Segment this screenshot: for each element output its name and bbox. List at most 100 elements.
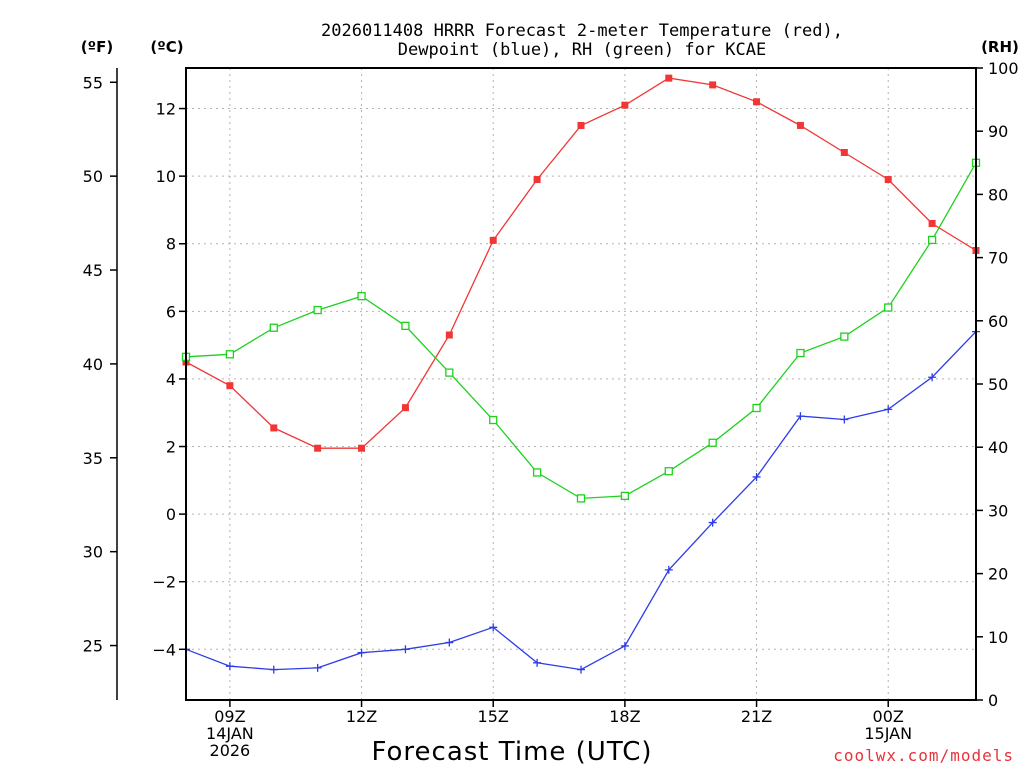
temperature-line xyxy=(185,77,977,449)
x-axis-title: Forecast Time (UTC) xyxy=(371,737,652,767)
rh-tick-label: 20 xyxy=(988,565,1008,584)
dewpoint-point xyxy=(313,663,322,672)
rh-tick-label: 50 xyxy=(988,375,1008,394)
rh-point xyxy=(664,467,673,476)
celsius-tick-label: 12 xyxy=(156,100,176,119)
rh-unit-label: (RH) xyxy=(981,38,1019,56)
celsius-tick-label: 0 xyxy=(166,505,176,524)
x-tick-label: 14JAN xyxy=(206,724,254,743)
rh-point xyxy=(532,468,542,477)
dewpoint-point xyxy=(533,658,542,667)
x-tick-label: 21Z xyxy=(741,707,772,726)
dewpoint-point xyxy=(664,565,673,574)
temperature-point xyxy=(577,121,585,129)
rh-tick-label: 0 xyxy=(988,691,998,710)
dewpoint-point xyxy=(884,405,893,414)
rh-tick-label: 30 xyxy=(988,501,1008,520)
x-tick-label: 12Z xyxy=(346,707,377,726)
rh-point xyxy=(313,305,322,315)
temperature-point xyxy=(358,444,366,452)
temperature-point xyxy=(401,404,409,412)
rh-tick-label: 60 xyxy=(988,312,1008,331)
temperature-point xyxy=(840,148,848,156)
fahrenheit-unit-label: (ºF) xyxy=(81,38,113,56)
x-tick-label: 09Z xyxy=(214,707,245,726)
rh-point xyxy=(269,323,278,332)
rh-point xyxy=(884,303,893,312)
chart-title-line1: 2026011408 HRRR Forecast 2-meter Tempera… xyxy=(321,21,843,41)
rh-point xyxy=(620,491,630,501)
fahrenheit-tick-label: 30 xyxy=(83,543,103,562)
dewpoint-point xyxy=(752,472,761,481)
dewpoint-point xyxy=(796,412,805,421)
x-tick-label: 00Z xyxy=(873,707,904,726)
rh-point xyxy=(445,368,454,377)
celsius-unit-label: (ºC) xyxy=(150,38,183,56)
rh-point xyxy=(401,321,410,331)
celsius-tick-label: 2 xyxy=(166,438,176,457)
celsius-tick-label: 8 xyxy=(166,235,176,254)
rh-point xyxy=(576,494,586,503)
rh-point xyxy=(708,438,717,447)
temperature-point xyxy=(533,176,541,184)
temperature-point xyxy=(314,444,322,452)
rh-tick-label: 90 xyxy=(988,122,1008,141)
rh-tick-label: 70 xyxy=(988,249,1008,268)
temperature-point xyxy=(928,219,936,227)
fahrenheit-tick-label: 35 xyxy=(83,449,103,468)
celsius-tick-label: 10 xyxy=(156,167,176,186)
chart-title-line2: Dewpoint (blue), RH (green) for KCAE xyxy=(398,40,766,60)
dewpoint-point xyxy=(708,518,717,527)
temperature-point xyxy=(709,81,717,89)
fahrenheit-tick-label: 40 xyxy=(83,355,103,374)
dewpoint-point xyxy=(357,648,366,657)
rh-line xyxy=(185,162,977,500)
fahrenheit-tick-label: 55 xyxy=(83,73,103,92)
dewpoint-point xyxy=(928,373,937,382)
celsius-tick-label: 6 xyxy=(166,302,176,321)
grid-lines xyxy=(186,68,976,700)
dewpoint-point xyxy=(401,645,410,654)
rh-point xyxy=(752,403,761,413)
fahrenheit-tick-label: 25 xyxy=(83,637,103,656)
rh-point xyxy=(357,292,366,301)
rh-tick-label: 10 xyxy=(988,628,1008,647)
rh-tick-label: 80 xyxy=(988,185,1008,204)
dewpoint-point xyxy=(489,623,498,632)
rh-tick-label: 100 xyxy=(988,59,1019,78)
celsius-tick-label: −4 xyxy=(152,640,176,659)
rh-point xyxy=(489,415,498,425)
temperature-point xyxy=(445,331,453,339)
rh-point xyxy=(796,348,805,358)
x-tick-label: 2026 xyxy=(210,741,251,760)
x-tick-label: 18Z xyxy=(609,707,640,726)
temperature-point xyxy=(796,121,804,129)
dewpoint-point xyxy=(620,641,629,650)
temperature-point xyxy=(226,382,234,390)
series-layer xyxy=(181,74,981,674)
source-credit: coolwx.com/models xyxy=(833,746,1014,765)
rh-point xyxy=(225,350,235,359)
dewpoint-point xyxy=(840,415,849,424)
temperature-point xyxy=(489,236,497,244)
rh-tick-label: 40 xyxy=(988,438,1008,457)
rh-point xyxy=(840,332,849,341)
x-tick-label: 15Z xyxy=(478,707,509,726)
temperature-point xyxy=(665,74,673,82)
dewpoint-point xyxy=(225,662,234,671)
celsius-tick-label: −2 xyxy=(152,573,176,592)
dewpoint-point xyxy=(445,638,454,647)
temperature-point xyxy=(753,98,761,106)
fahrenheit-tick-label: 50 xyxy=(83,167,103,186)
rh-point xyxy=(927,235,937,245)
plot-frame xyxy=(185,67,977,701)
dewpoint-point xyxy=(577,665,585,674)
fahrenheit-tick-label: 45 xyxy=(83,261,103,280)
x-tick-label: 15JAN xyxy=(864,724,912,743)
dewpoint-point xyxy=(269,665,278,674)
temperature-point xyxy=(621,101,629,109)
temperature-point xyxy=(884,176,892,184)
temperature-point xyxy=(270,424,278,432)
